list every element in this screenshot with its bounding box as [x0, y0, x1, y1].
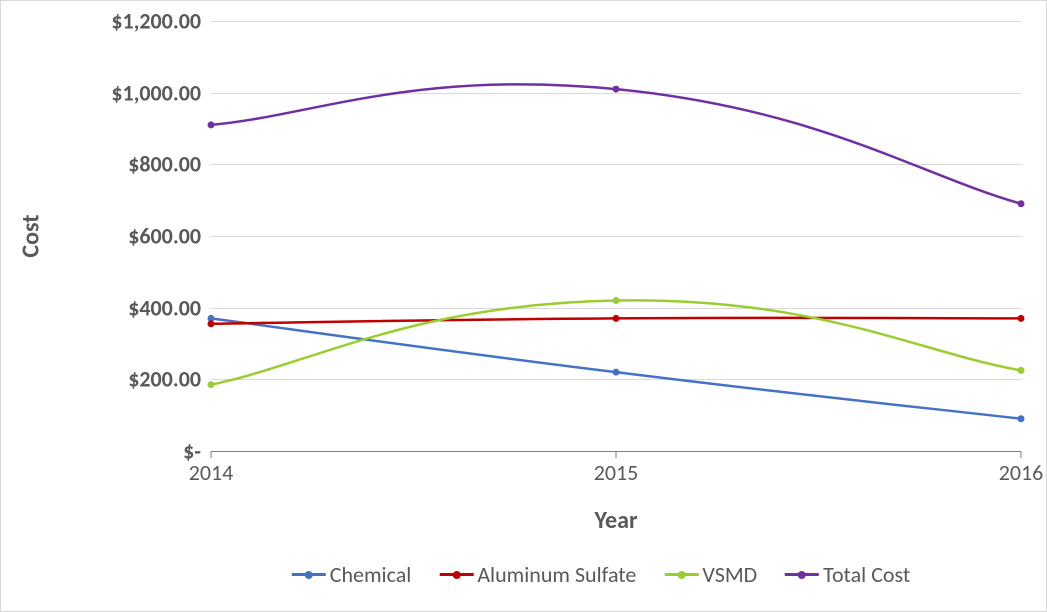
legend-item: Chemical — [292, 561, 412, 588]
legend-swatch — [785, 573, 819, 576]
legend-label: Chemical — [330, 561, 412, 588]
series-marker — [1018, 367, 1025, 374]
x-tick-label: 2014 — [189, 451, 234, 486]
y-tick-label: $200.00 — [128, 366, 211, 393]
series-line — [211, 84, 1021, 203]
series-marker — [208, 381, 215, 388]
series-marker — [1018, 315, 1025, 322]
y-tick-label: $400.00 — [128, 294, 211, 321]
y-tick-label: $1,200.00 — [111, 8, 211, 35]
series-marker — [613, 297, 620, 304]
x-tick-label: 2016 — [999, 451, 1044, 486]
y-tick-label: $800.00 — [128, 151, 211, 178]
x-axis-title: Year — [594, 506, 637, 535]
legend-swatch — [439, 573, 473, 576]
legend-label: Aluminum Sulfate — [477, 561, 636, 588]
series-marker — [208, 121, 215, 128]
series-marker — [1018, 415, 1025, 422]
cost-chart: $-$200.00$400.00$600.00$800.00$1,000.00$… — [0, 0, 1047, 612]
y-tick-label: $600.00 — [128, 223, 211, 250]
legend-label: Total Cost — [823, 561, 910, 588]
legend-swatch — [664, 573, 698, 576]
legend-marker-icon — [452, 571, 460, 579]
legend-item: VSMD — [664, 561, 757, 588]
series-marker — [613, 369, 620, 376]
series-marker — [1018, 200, 1025, 207]
legend-marker-icon — [798, 571, 806, 579]
legend-label: VSMD — [702, 561, 757, 588]
legend-marker-icon — [677, 571, 685, 579]
series-marker — [208, 320, 215, 327]
legend-item: Aluminum Sulfate — [439, 561, 636, 588]
series-marker — [613, 86, 620, 93]
y-axis-title: Cost — [17, 214, 46, 257]
series-lines — [211, 21, 1021, 451]
legend-marker-icon — [305, 571, 313, 579]
series-marker — [613, 315, 620, 322]
legend-swatch — [292, 573, 326, 576]
x-tick-label: 2015 — [594, 451, 639, 486]
plot-area: $-$200.00$400.00$600.00$800.00$1,000.00$… — [211, 21, 1021, 452]
legend-item: Total Cost — [785, 561, 910, 588]
series-line — [211, 318, 1021, 418]
chart-legend: Chemical Aluminum Sulfate VSMD Total Cost — [292, 561, 911, 588]
y-tick-label: $1,000.00 — [111, 79, 211, 106]
